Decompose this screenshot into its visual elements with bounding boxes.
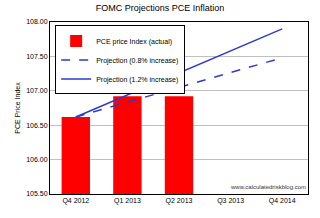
svg-text:106.00: 106.00	[26, 156, 48, 163]
svg-text:Q4 2014: Q4 2014	[269, 197, 296, 205]
svg-text:107.50: 107.50	[26, 53, 48, 60]
svg-text:PCE price Index (actual): PCE price Index (actual)	[96, 38, 172, 46]
svg-text:Q1 2013: Q1 2013	[114, 197, 141, 205]
svg-text:Q4 2012: Q4 2012	[62, 197, 89, 205]
svg-text:105.50: 105.50	[26, 190, 48, 197]
svg-text:106.50: 106.50	[26, 122, 48, 129]
svg-text:FOMC Projections PCE Inflation: FOMC Projections PCE Inflation	[96, 3, 225, 13]
svg-text:Q2 2013: Q2 2013	[166, 197, 193, 205]
svg-text:108.00: 108.00	[26, 18, 48, 25]
svg-text:107.00: 107.00	[26, 87, 48, 94]
svg-text:www.calculatedriskblog.com: www.calculatedriskblog.com	[230, 184, 306, 190]
svg-text:Projection (0.8% increase): Projection (0.8% increase)	[96, 57, 178, 65]
svg-text:PCE Price Index: PCE Price Index	[14, 82, 21, 134]
svg-text:Projection (1.2% increase): Projection (1.2% increase)	[96, 76, 178, 84]
svg-text:Q3 2013: Q3 2013	[217, 197, 244, 205]
